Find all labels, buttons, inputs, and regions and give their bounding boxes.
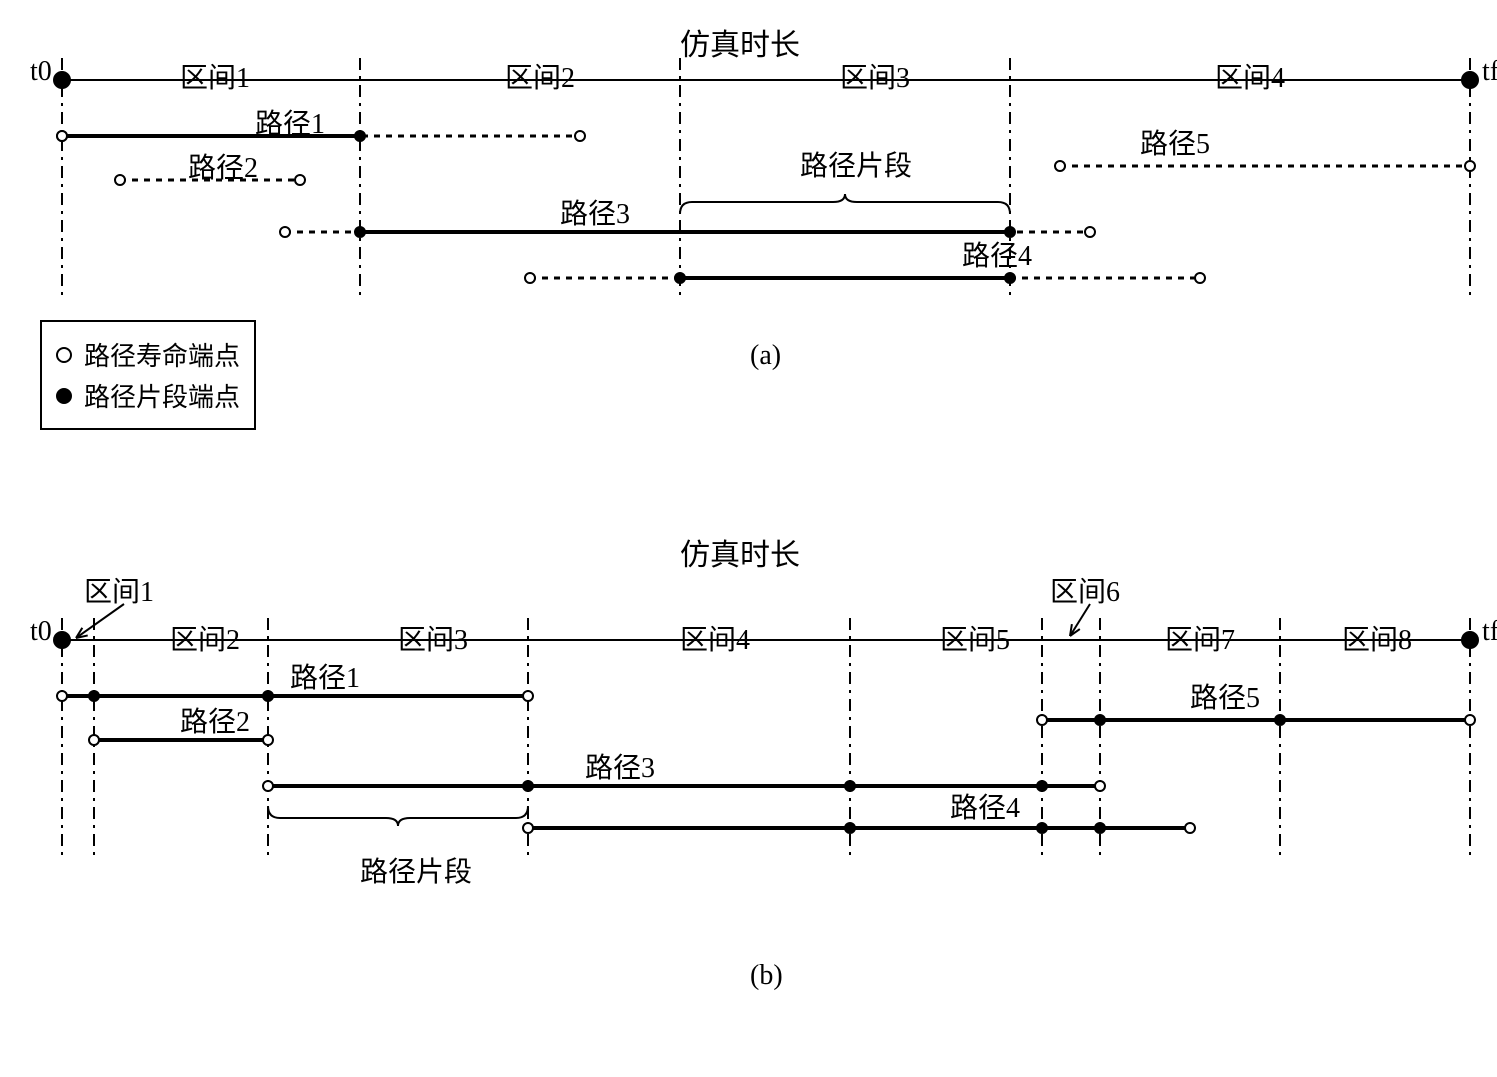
brace-label-b: 路径片段 [360, 850, 472, 890]
label-tf-a: tf [1482, 56, 1497, 88]
label-t0-a: t0 [30, 56, 52, 88]
path-label-b: 路径1 [290, 656, 360, 696]
subfig-b: (b) [750, 960, 783, 992]
title-a: 仿真时长 [680, 20, 800, 64]
interval-label-a: 区间4 [1215, 56, 1285, 96]
label-t0-b: t0 [30, 616, 52, 648]
legend-row-filled: 路径片段端点 [56, 377, 240, 414]
path-label-a: 路径5 [1140, 122, 1210, 162]
brace-label-a: 路径片段 [800, 144, 912, 184]
interval-label-b: 区间4 [680, 618, 750, 658]
interval-label-a: 区间3 [840, 56, 910, 96]
interval-label-a: 区间2 [505, 56, 575, 96]
path-label-b: 路径3 [585, 746, 655, 786]
legend-filled-label: 路径片段端点 [84, 377, 240, 414]
interval-label-b: 区间2 [170, 618, 240, 658]
legend-row-open: 路径寿命端点 [56, 336, 240, 373]
legend: 路径寿命端点 路径片段端点 [40, 320, 256, 430]
subfig-a: (a) [750, 340, 781, 372]
legend-open-dot-icon [56, 347, 72, 363]
legend-filled-dot-icon [56, 388, 72, 404]
interval-label-b: 区间5 [940, 618, 1010, 658]
path-label-a: 路径1 [255, 102, 325, 142]
path-label-a: 路径2 [188, 146, 258, 186]
diagram-canvas: 仿真时长 仿真时长 t0 tf t0 tf 区间1 区间2 区间3 区间4 区间1 区间… [20, 20, 1497, 1057]
interval-label-b: 区间1 [84, 570, 154, 610]
interval-label-b: 区间3 [398, 618, 468, 658]
path-label-a: 路径4 [962, 234, 1032, 274]
path-label-a: 路径3 [560, 192, 630, 232]
path-label-b: 路径5 [1190, 676, 1260, 716]
path-label-b: 路径4 [950, 786, 1020, 826]
interval-label-b: 区间7 [1165, 618, 1235, 658]
path-label-b: 路径2 [180, 700, 250, 740]
title-b: 仿真时长 [680, 530, 800, 574]
interval-label-b: 区间6 [1050, 570, 1120, 610]
interval-label-a: 区间1 [180, 56, 250, 96]
label-tf-b: tf [1482, 616, 1497, 648]
interval-label-b: 区间8 [1342, 618, 1412, 658]
legend-open-label: 路径寿命端点 [84, 336, 240, 373]
